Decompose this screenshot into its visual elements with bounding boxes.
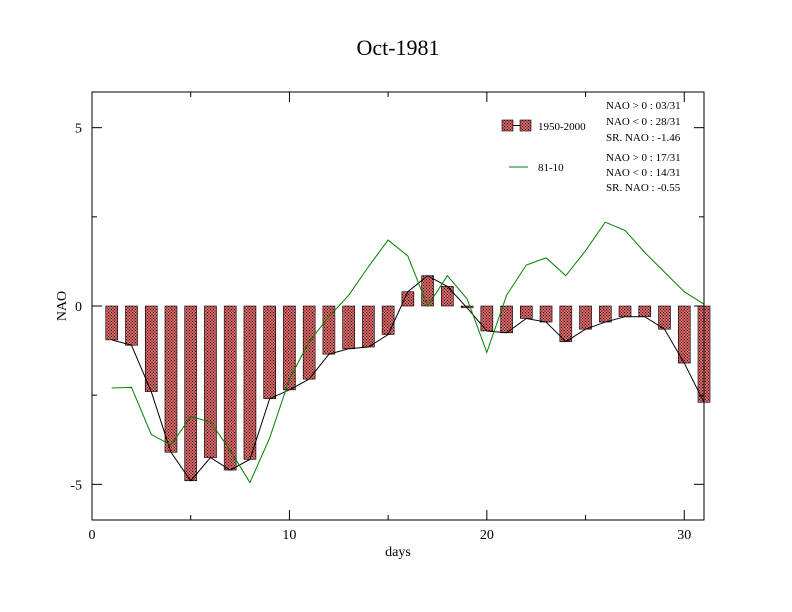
annotation-bars-sr-nao: SR. NAO : -1.46: [606, 132, 681, 144]
series-81-10-line: [111, 221, 705, 484]
bar-day-12: [322, 305, 336, 355]
bar-day-13: [342, 305, 355, 350]
y-axis-label: NAO: [55, 291, 70, 321]
legend-swatch-right: [519, 119, 532, 132]
bar-day-3: [144, 305, 158, 392]
y-tick-label-5: 5: [75, 122, 82, 137]
bar-day-28: [638, 305, 652, 317]
bar-day-14: [362, 305, 375, 348]
bar-day-7: [223, 305, 237, 471]
x-tick-label-10: 10: [282, 528, 296, 543]
bar-day-21: [500, 305, 513, 334]
bar-day-23: [539, 305, 553, 323]
x-axis-label: days: [385, 545, 411, 560]
bar-day-29: [658, 305, 671, 330]
x-tick-label-0: 0: [89, 528, 96, 543]
bar-day-16: [401, 291, 415, 307]
chart-title: Oct-1981: [356, 35, 439, 60]
bar-day-25: [579, 305, 592, 330]
bar-day-1: [105, 305, 119, 341]
bar-day-5: [184, 305, 198, 482]
bar-day-18: [441, 286, 454, 307]
annotation-bars-nao-pos: NAO > 0 : 03/31: [606, 100, 681, 112]
bar-day-15: [381, 305, 395, 335]
legend-swatch-left: [501, 119, 514, 132]
annotation-bars-nao-neg: NAO < 0 : 28/31: [606, 116, 681, 128]
legend-label-bars: 1950-2000: [538, 121, 586, 133]
x-tick-label-30: 30: [677, 528, 691, 543]
bar-day-26: [598, 305, 612, 323]
bar-day-6: [204, 305, 217, 458]
bar-day-10: [283, 305, 296, 391]
bar-day-27: [618, 305, 632, 317]
bar-day-30: [677, 305, 691, 364]
bar-day-2: [125, 305, 138, 346]
bar-day-8: [243, 305, 257, 460]
bar-day-20: [480, 305, 494, 332]
bar-day-22: [520, 305, 533, 319]
annotation-line-nao-pos: NAO > 0 : 17/31: [606, 152, 681, 164]
legend: 1950-2000 81-10 NAO > 0 : 03/31 NAO < 0 …: [501, 100, 681, 194]
x-tick-label-20: 20: [480, 528, 494, 543]
bar-series-outline-line: [111, 275, 705, 482]
y-tick-label-0: 0: [75, 300, 82, 315]
bar-day-4: [164, 305, 178, 453]
legend-label-line: 81-10: [538, 162, 564, 174]
annotation-line-sr-nao: SR. NAO : -0.55: [606, 182, 681, 194]
bar-day-9: [263, 305, 276, 400]
y-tick-label--5: -5: [70, 478, 82, 493]
bar-day-24: [559, 305, 573, 342]
bar-day-17: [421, 275, 434, 307]
annotation-line-nao-neg: NAO < 0 : 14/31: [606, 167, 681, 179]
